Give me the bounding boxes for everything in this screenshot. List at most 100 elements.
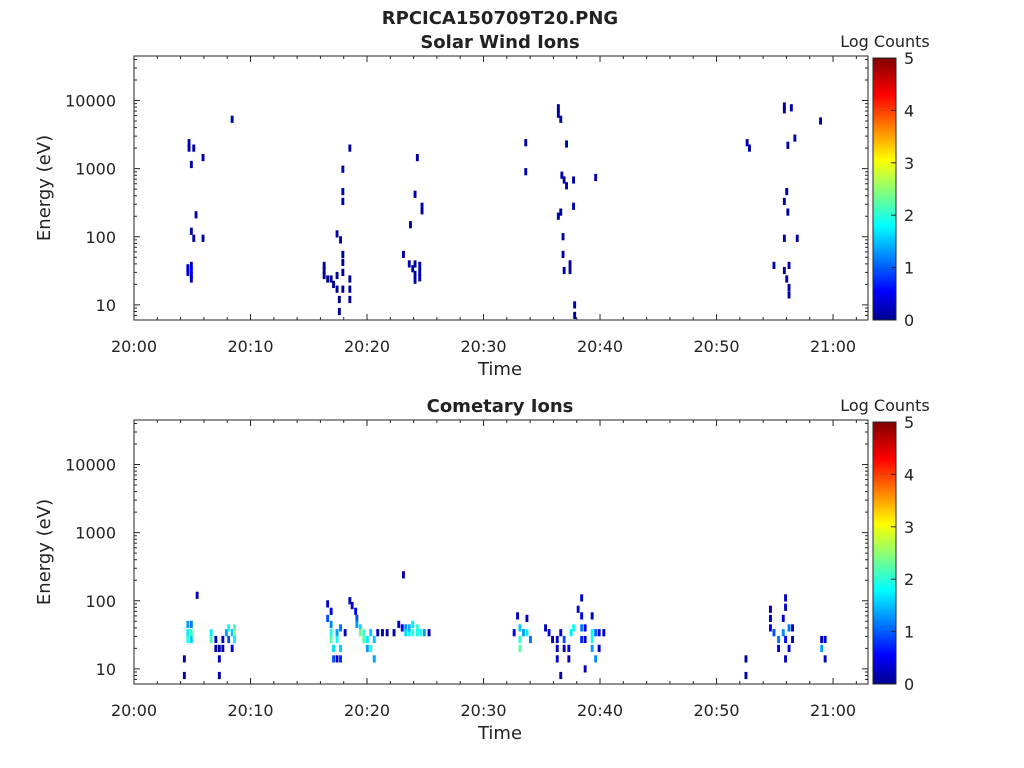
- spectrogram-cell: [221, 644, 225, 652]
- spectrogram-cell: [769, 624, 772, 632]
- plot-area: [134, 56, 868, 320]
- spectrogram-cell: [404, 629, 408, 637]
- spectrogram-cell: [594, 629, 598, 637]
- spectrogram-cell: [339, 655, 342, 663]
- spectrogram-cell: [782, 106, 786, 114]
- spectrogram-cell: [339, 624, 342, 632]
- spectrogram-cell: [350, 602, 354, 610]
- spectrogram-cell: [409, 221, 412, 229]
- spectrogram-cell: [823, 655, 827, 663]
- plot-frame: [133, 55, 869, 321]
- x-tick-label: 20:20: [344, 701, 390, 720]
- spectrogram-cell: [335, 635, 339, 644]
- spectrogram-cell: [568, 266, 572, 275]
- spectrogram-cell: [594, 173, 598, 182]
- spectrogram-cell: [785, 275, 789, 283]
- spectrogram-cell: [590, 635, 594, 644]
- spectrogram-cell: [339, 644, 342, 652]
- spectrogram-cell: [567, 644, 571, 652]
- y-axis-label: Energy (eV): [34, 135, 55, 241]
- x-tick-label: 20:30: [460, 337, 506, 356]
- spectrogram-cell: [580, 612, 584, 620]
- spectrogram-cell: [791, 635, 794, 644]
- spectrogram-cell: [337, 307, 341, 316]
- spectrogram-cell: [565, 182, 568, 190]
- x-axis: 20:00 20:10 20:20 20:30 20:40 20:50 21:00: [111, 420, 857, 720]
- spectrogram-cell: [524, 168, 528, 176]
- y-axis: 10 100 1000 10000: [65, 58, 868, 321]
- spectrogram-cell: [580, 635, 584, 644]
- spectrogram-cell: [777, 635, 780, 644]
- colorbar: [872, 421, 897, 685]
- spectrogram-cell: [567, 655, 571, 663]
- spectrogram-cell: [201, 154, 205, 162]
- spectrogram-cell: [332, 280, 335, 288]
- spectrogram-cell: [214, 644, 218, 652]
- y-tick-label: 10000: [65, 92, 116, 111]
- spectrogram-cell: [786, 208, 790, 216]
- spectrogram-cell: [341, 250, 345, 258]
- x-tick-label: 20:40: [577, 337, 623, 356]
- spectrogram-cell: [385, 629, 389, 637]
- spectrogram-cell: [422, 629, 426, 637]
- x-tick-label: 20:40: [577, 701, 623, 720]
- spectrogram-cell: [781, 614, 785, 622]
- spectrogram-cell: [227, 635, 231, 644]
- spectrogram-cell: [789, 104, 793, 112]
- x-tick-label: 20:10: [227, 337, 273, 356]
- spectrogram-cell: [348, 144, 352, 152]
- spectrogram-cell: [407, 629, 411, 637]
- x-tick-label: 20:00: [111, 701, 157, 720]
- colorbar-tick-label: 2: [904, 206, 914, 225]
- spectrogram-cell: [369, 629, 373, 637]
- spectrogram-cell: [580, 624, 584, 632]
- colorbar-tick-label: 0: [904, 675, 914, 694]
- spectrogram-cell: [820, 644, 824, 652]
- spectrogram-cell: [583, 624, 587, 632]
- x-tick-label: 20:50: [693, 337, 739, 356]
- spectrogram-cell: [555, 644, 559, 652]
- y-tick-label: 10000: [65, 456, 116, 475]
- spectrogram-cell: [559, 115, 563, 123]
- spectrogram-cell: [544, 624, 547, 632]
- spectrogram-cell: [329, 275, 333, 283]
- colorbar-tick-label: 4: [904, 465, 914, 484]
- colorbar-label: Log Counts: [840, 32, 930, 51]
- spectrogram-cell: [217, 671, 221, 680]
- spectrogram-cell: [322, 261, 326, 269]
- x-tick-label: 20:50: [693, 701, 739, 720]
- spectrogram-cell: [744, 671, 748, 680]
- spectrogram-cell: [413, 190, 417, 198]
- spectrogram-cell: [201, 234, 205, 242]
- colorbar-ticks: 0 1 2 3 4 5: [891, 413, 914, 694]
- spectrogram-cell: [562, 266, 566, 275]
- colorbar-ticks: 0 1 2 3 4 5: [891, 49, 914, 330]
- colorbar-tick-label: 1: [904, 259, 914, 278]
- spectrogram-cell: [413, 276, 417, 284]
- spectrogram-cell: [362, 635, 366, 644]
- y-tick-label: 1000: [75, 524, 116, 543]
- y-tick-label: 100: [85, 592, 116, 611]
- spectrogram-cell: [782, 197, 786, 205]
- spectrogram-cell: [562, 635, 566, 644]
- spectrogram-cell: [402, 571, 405, 579]
- figure-title: RPCICA150709T20.PNG: [382, 8, 618, 29]
- spectrogram-cell: [576, 605, 580, 613]
- spectrogram-data: [186, 102, 822, 319]
- spectrogram-cell: [354, 607, 358, 615]
- spectrogram-cell: [556, 104, 560, 112]
- spectrogram-cell: [782, 234, 786, 242]
- spectrogram-cell: [341, 197, 345, 205]
- spectrogram-cell: [551, 635, 554, 644]
- spectrogram-cell: [516, 612, 519, 620]
- spectrogram-cell: [427, 629, 431, 637]
- spectrogram-cell: [224, 629, 228, 637]
- spectrogram-cell: [335, 655, 339, 663]
- spectrogram-cell: [233, 635, 236, 644]
- spectrogram-cell: [791, 624, 794, 632]
- spectrogram-cell: [402, 250, 405, 258]
- spectrogram-cell: [572, 624, 575, 632]
- spectrogram-cell: [819, 117, 822, 125]
- spectrogram-cell: [418, 268, 422, 276]
